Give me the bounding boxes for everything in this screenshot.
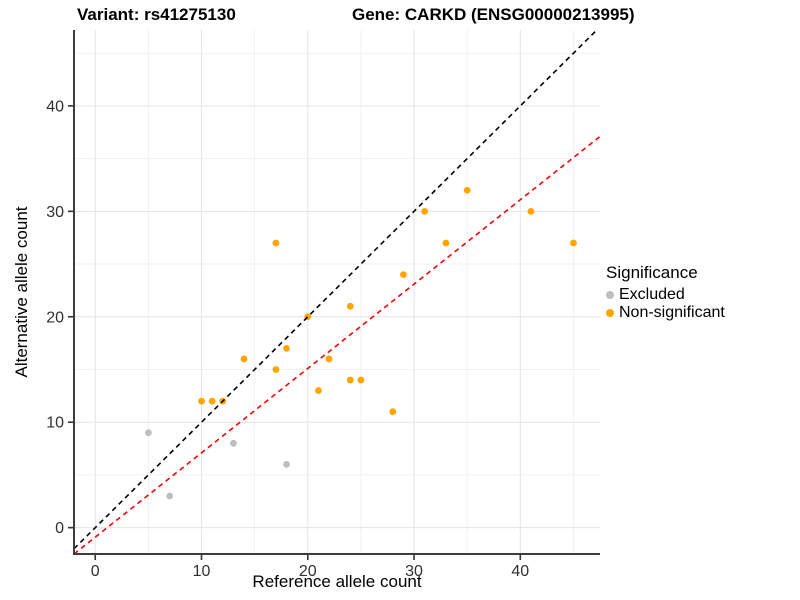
- data-point-non-significant: [346, 376, 354, 384]
- data-point-excluded: [283, 460, 290, 468]
- x-tick-label: 0: [91, 563, 100, 580]
- x-tick-label: 40: [511, 563, 529, 580]
- gene-title: Gene: CARKD (ENSG00000213995): [352, 5, 635, 24]
- data-point-non-significant: [463, 186, 471, 194]
- data-point-non-significant: [346, 302, 354, 310]
- data-point-non-significant: [198, 397, 205, 405]
- legend-item-label: Non-significant: [619, 304, 725, 321]
- data-point-non-significant: [272, 239, 280, 247]
- legend-item-non-significant: Non-significant: [606, 304, 725, 322]
- identity-line: [74, 30, 598, 550]
- y-tick-label: 0: [55, 520, 64, 537]
- excluded-dot-icon: [606, 291, 614, 299]
- variant-title: Variant: rs41275130: [77, 5, 236, 24]
- data-point-non-significant: [315, 387, 322, 394]
- data-point-non-significant: [208, 397, 216, 405]
- data-point-non-significant: [283, 345, 290, 352]
- data-point-non-significant: [400, 271, 407, 279]
- data-point-non-significant: [389, 408, 397, 416]
- data-point-non-significant: [442, 239, 450, 247]
- x-axis-title: Reference allele count: [252, 572, 422, 591]
- data-point-excluded: [144, 429, 152, 437]
- data-point-excluded: [229, 439, 237, 447]
- y-tick-label: 30: [46, 204, 64, 221]
- x-tick-label: 30: [405, 563, 423, 580]
- data-point-non-significant: [325, 355, 333, 363]
- data-point-non-significant: [240, 355, 248, 363]
- non-significant-dot-icon: [606, 309, 614, 317]
- data-point-non-significant: [421, 207, 429, 215]
- legend-item-excluded: Excluded: [606, 286, 725, 304]
- data-point-non-significant: [272, 366, 280, 373]
- y-axis-title: Alternative allele count: [12, 206, 31, 378]
- legend-title: Significance: [606, 263, 698, 282]
- data-point-non-significant: [570, 239, 577, 247]
- y-tick-label: 20: [46, 309, 64, 326]
- data-point-excluded: [166, 492, 174, 500]
- data-point-non-significant: [357, 376, 365, 384]
- y-tick-label: 10: [46, 415, 64, 432]
- fit-line: [74, 135, 600, 554]
- x-tick-label: 10: [193, 563, 211, 580]
- data-point-non-significant: [527, 207, 535, 215]
- legend-item-label: Excluded: [619, 286, 685, 303]
- y-tick-label: 40: [46, 98, 64, 115]
- legend: Significance Excluded Non-significant: [606, 263, 725, 322]
- x-tick-label: 20: [299, 563, 317, 580]
